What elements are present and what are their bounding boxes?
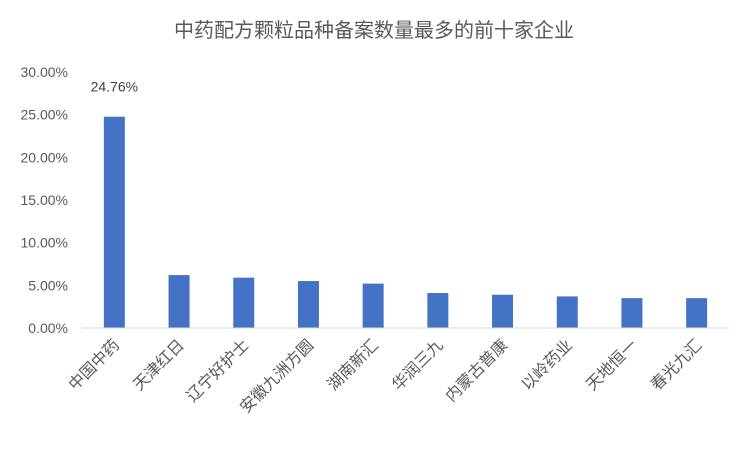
category-label: 中国中药 [64,335,123,394]
bar-2 [168,275,190,328]
category-label: 天津红日 [129,335,188,394]
chart-title: 中药配方颗粒品种备案数量最多的前十家企业 [174,18,574,42]
bar-4 [297,281,319,328]
data-labels: 24.76% [91,79,138,95]
bar-3 [233,277,255,328]
category-label: 华润三九 [388,335,447,394]
category-label: 湖南新汇 [323,335,382,394]
data-label: 24.76% [91,79,138,95]
bar-1 [103,116,125,329]
bar-7 [492,294,514,328]
y-tick-label: 5.00% [28,277,68,293]
bar-series [103,116,708,329]
y-tick-label: 20.00% [21,149,68,165]
bar-9 [621,298,643,328]
y-tick-label: 15.00% [21,192,68,208]
y-axis: 0.00% 5.00% 10.00% 15.00% 20.00% 25.00% 30.00% [21,64,68,336]
bar-6 [427,293,449,328]
category-label: 春光九汇 [647,335,706,394]
category-label: 以岭药业 [517,335,576,394]
category-label: 内蒙古普康 [441,335,511,405]
bar-10 [686,298,708,328]
y-tick-label: 25.00% [21,107,68,123]
category-label: 辽宁好护士 [183,335,253,405]
y-tick-label: 0.00% [28,320,68,336]
y-tick-label: 10.00% [21,235,68,251]
bar-8 [556,296,578,328]
y-tick-label: 30.00% [21,64,68,80]
bar-5 [362,283,384,328]
category-label: 天地恒一 [582,335,641,394]
